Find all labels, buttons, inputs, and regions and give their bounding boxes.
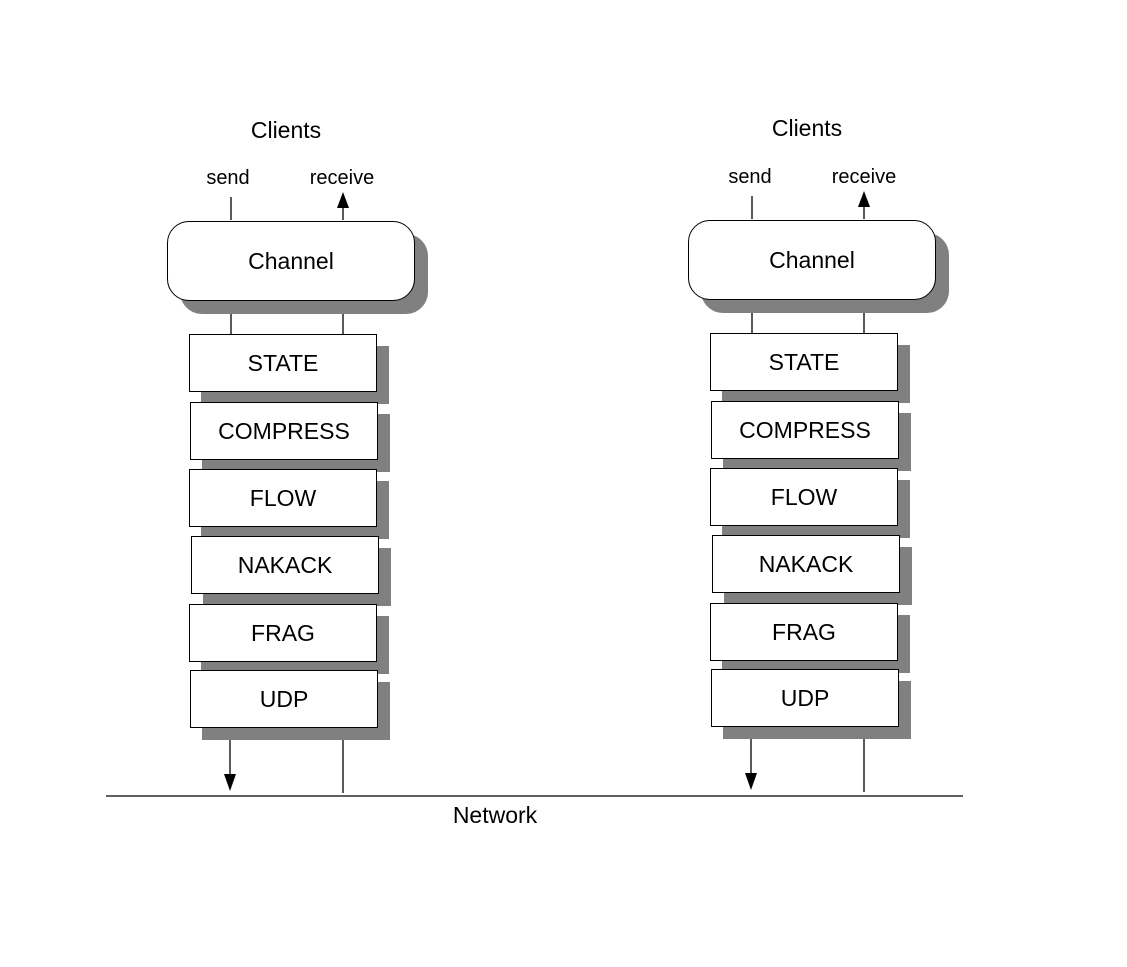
layer-udp: UDP: [190, 670, 378, 728]
channel-box: Channel: [167, 221, 415, 301]
network-label: Network: [452, 802, 538, 828]
layer-label: FRAG: [772, 618, 836, 645]
layer-label: FLOW: [249, 484, 317, 511]
layer-label: UDP: [780, 684, 830, 711]
layer-label: NAKACK: [237, 551, 333, 578]
send-label: send: [728, 166, 772, 188]
send-arrowhead: [224, 774, 236, 791]
layer-label: FRAG: [251, 619, 315, 646]
layer-compress: COMPRESS: [711, 401, 899, 459]
receive-label: receive: [831, 166, 897, 188]
layer-state: STATE: [189, 334, 377, 392]
send-arrowhead: [745, 773, 757, 790]
layer-flow: FLOW: [710, 468, 898, 526]
layer-nakack: NAKACK: [191, 536, 379, 594]
clients-label: Clients: [250, 117, 322, 143]
layer-label: STATE: [768, 348, 840, 375]
layer-label: FLOW: [770, 483, 838, 510]
layer-udp: UDP: [711, 669, 899, 727]
layer-frag: FRAG: [710, 603, 898, 661]
layer-frag: FRAG: [189, 604, 377, 662]
layer-label: COMPRESS: [218, 417, 350, 444]
layer-compress: COMPRESS: [190, 402, 378, 460]
send-label: send: [206, 167, 250, 189]
layer-state: STATE: [710, 333, 898, 391]
layer-label: COMPRESS: [739, 416, 871, 443]
receive-label: receive: [309, 167, 375, 189]
layer-nakack: NAKACK: [712, 535, 900, 593]
layer-label: NAKACK: [758, 550, 854, 577]
clients-label: Clients: [771, 115, 843, 141]
receive-arrowhead: [337, 192, 349, 208]
channel-label: Channel: [248, 247, 334, 274]
channel-box: Channel: [688, 220, 936, 300]
layer-label: STATE: [247, 349, 319, 376]
layer-label: UDP: [259, 685, 309, 712]
receive-arrowhead: [858, 191, 870, 207]
layer-flow: FLOW: [189, 469, 377, 527]
channel-label: Channel: [769, 246, 855, 273]
